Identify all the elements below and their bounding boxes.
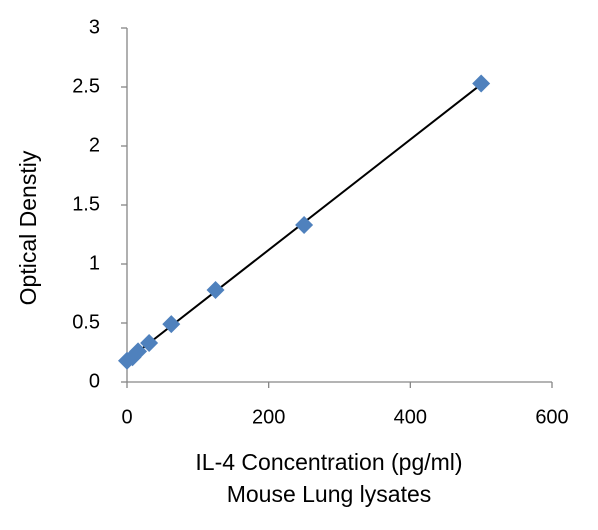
x-tick-label: 200: [252, 406, 285, 428]
x-tick-label: 0: [121, 406, 132, 428]
y-tick-label: 1: [89, 252, 100, 274]
data-point: [206, 280, 225, 299]
y-tick-label: 1.5: [72, 193, 100, 215]
y-tick-label: 2.5: [72, 75, 100, 97]
data-point: [129, 342, 148, 361]
x-tick-label: 600: [535, 406, 568, 428]
y-tick-label: 3: [89, 16, 100, 38]
x-axis-label: IL-4 Concentration (pg/ml): [195, 449, 462, 475]
x-axis-label: Mouse Lung lysates: [227, 481, 432, 507]
y-axis-label: Optical Denstiy: [15, 150, 41, 305]
y-tick-label: 0.5: [72, 311, 100, 333]
y-tick-label: 0: [89, 370, 100, 392]
data-point: [295, 216, 314, 235]
x-tick-label: 400: [394, 406, 427, 428]
y-tick-label: 2: [89, 134, 100, 156]
data-point: [472, 74, 491, 93]
data-point: [162, 315, 181, 334]
data-point: [140, 334, 159, 353]
